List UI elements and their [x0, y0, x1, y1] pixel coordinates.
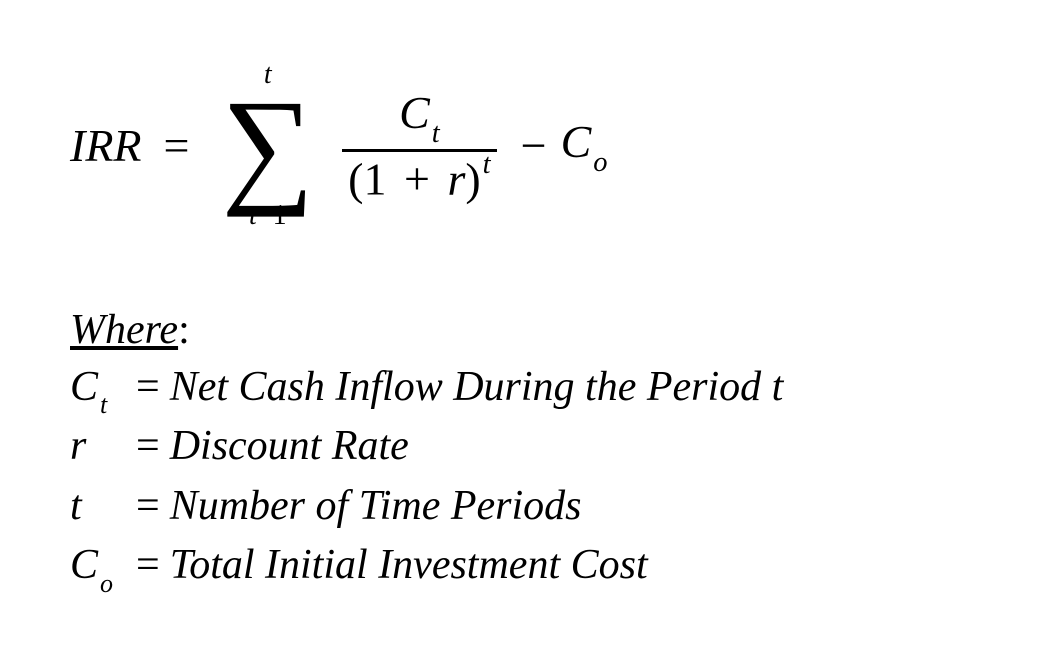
den-r: r	[447, 153, 465, 204]
num-sub-t: t	[432, 118, 440, 149]
where-colon: :	[178, 307, 190, 353]
def-sym-Ct-base: C	[70, 364, 98, 410]
where-heading-line: Where:	[70, 302, 995, 359]
def-row-r: r = Discount Rate	[70, 418, 783, 478]
where-heading: Where	[70, 307, 178, 353]
den-close: )	[465, 153, 480, 204]
minus-sign: −	[521, 123, 547, 169]
def-sym-Ct-sub: t	[100, 390, 107, 419]
def-text-r: Discount Rate	[170, 418, 784, 478]
tail-term: Co	[561, 119, 608, 174]
summation: t ∑ t−1	[221, 60, 314, 232]
def-sym-t: t	[70, 478, 126, 538]
tail-C: C	[561, 116, 592, 167]
def-eq-3: =	[126, 537, 170, 597]
def-eq-1: =	[126, 418, 170, 478]
def-sym-r-base: r	[70, 423, 86, 469]
definitions-table: Ct = Net Cash Inflow During the Period t…	[70, 359, 783, 597]
den-open: (	[348, 153, 363, 204]
def-row-t: t = Number of Time Periods	[70, 478, 783, 538]
def-sym-Co: Co	[70, 537, 126, 597]
num-C: C	[399, 87, 430, 138]
def-text-Co: Total Initial Investment Cost	[170, 537, 784, 597]
def-sym-Co-base: C	[70, 542, 98, 588]
def-sym-t-base: t	[70, 483, 82, 529]
def-sym-Ct: Ct	[70, 359, 126, 419]
def-text-t: Number of Time Periods	[170, 478, 784, 538]
lhs-irr: IRR	[70, 123, 142, 169]
tail-sub-o: o	[593, 147, 607, 178]
sum-lower-op: −	[257, 200, 273, 231]
def-eq-0: =	[126, 359, 170, 419]
den-exp-t: t	[483, 149, 491, 180]
def-row-Ct: Ct = Net Cash Inflow During the Period t	[70, 359, 783, 419]
def-eq-2: =	[126, 478, 170, 538]
den-plus: +	[404, 153, 430, 204]
def-sym-r: r	[70, 418, 126, 478]
def-text-Ct: Net Cash Inflow During the Period t	[170, 359, 784, 419]
where-section: Where: Ct = Net Cash Inflow During the P…	[70, 302, 995, 597]
fraction: Ct (1 + r)t	[342, 90, 496, 202]
sigma-symbol: ∑	[221, 91, 314, 202]
def-row-Co: Co = Total Initial Investment Cost	[70, 537, 783, 597]
sum-lower-val: 1	[273, 200, 287, 231]
numerator: Ct	[393, 90, 446, 149]
denominator: (1 + r)t	[342, 152, 496, 202]
irr-equation: IRR = t ∑ t−1 Ct (1 + r)t − Co	[70, 60, 995, 232]
formula-page: IRR = t ∑ t−1 Ct (1 + r)t − Co	[0, 0, 1055, 627]
def-sym-Co-sub: o	[100, 569, 113, 598]
den-one: 1	[363, 153, 386, 204]
sum-lower-limit: t−1	[249, 201, 287, 232]
equals-sign: =	[164, 123, 190, 169]
sum-lower-var: t	[249, 200, 257, 231]
